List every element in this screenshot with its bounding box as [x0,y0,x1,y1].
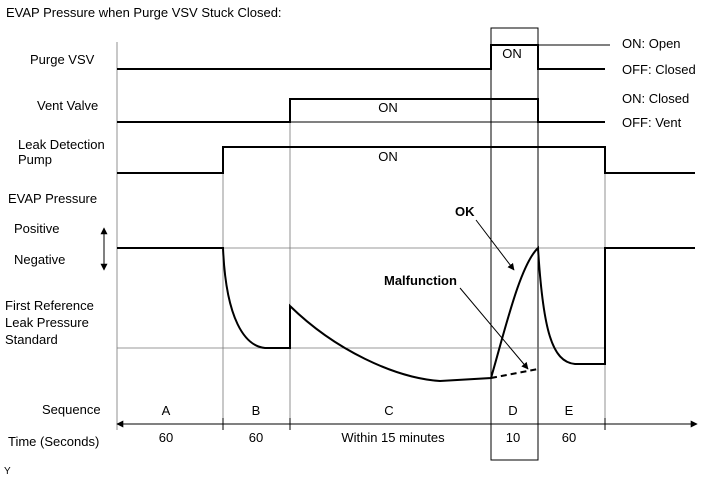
vent-valve-on-text: ON [378,100,398,115]
vent-valve-signal [117,98,605,123]
leak-pump-signal [117,146,695,174]
sequence-label: Sequence [42,402,101,417]
reference-label-line3: Standard [5,332,58,347]
leak-pump-label-line1: Leak Detection [18,137,105,152]
footer-mark: Y [4,466,11,477]
sequence-step-b: B [252,403,261,418]
leak-pump-row: Leak Detection Pump ON [18,137,695,174]
vent-valve-state-high: ON: Closed [622,91,689,106]
purge-vsv-signal [117,44,605,70]
sequence-step-c: C [384,403,393,418]
vent-valve-state-low: OFF: Vent [622,115,682,130]
time-step-c: Within 15 minutes [341,430,445,445]
pressure-section: EVAP Pressure Positive Negative First Re… [5,191,695,383]
time-step-a: 60 [159,430,173,445]
ok-arrow [475,219,515,271]
time-step-b: 60 [249,430,263,445]
sequence-step-a: A [162,403,171,418]
purge-vsv-row: Purge VSV ON ON: Open OFF: Closed [30,36,696,77]
pressure-curve [117,245,695,383]
negative-label: Negative [14,252,65,267]
reference-label-line2: Leak Pressure [5,315,89,330]
time-label: Time (Seconds) [8,434,99,449]
sequence-step-e: E [565,403,574,418]
time-step-e: 60 [562,430,576,445]
malfunction-arrow [459,287,529,370]
purge-vsv-state-high: ON: Open [622,36,681,51]
phase-d-frame [490,27,539,461]
malfunction-curve [490,368,539,379]
leak-pump-label-line2: Pump [18,152,52,167]
sequence-section: Sequence Time (Seconds) A B C D E 60 60 … [8,402,698,449]
vent-valve-label: Vent Valve [37,98,98,113]
sequence-step-d: D [508,403,517,418]
evap-pressure-label: EVAP Pressure [8,191,97,206]
vent-valve-row: Vent Valve ON ON: Closed OFF: Vent [37,91,689,130]
diagram-title: EVAP Pressure when Purge VSV Stuck Close… [6,5,282,20]
ok-label: OK [455,204,475,219]
reference-label-line1: First Reference [5,298,94,313]
leak-pump-on-text: ON [378,149,398,164]
phase-boundaries [116,42,606,430]
purge-vsv-on-text: ON [502,46,522,61]
malfunction-label: Malfunction [384,273,457,288]
time-step-d: 10 [506,430,520,445]
purge-vsv-label: Purge VSV [30,52,95,67]
positive-label: Positive [14,221,60,236]
purge-vsv-state-low: OFF: Closed [622,62,696,77]
